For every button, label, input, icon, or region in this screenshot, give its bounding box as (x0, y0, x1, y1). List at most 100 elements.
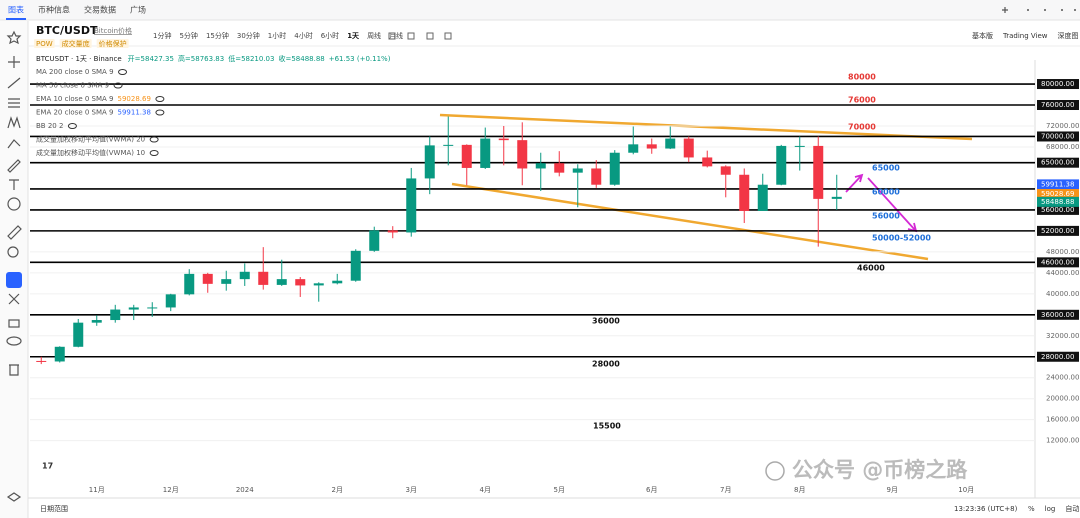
zoom-icon[interactable] (7, 246, 19, 258)
top-bar (0, 0, 1080, 20)
candle-body (369, 230, 380, 251)
candle-body (776, 145, 787, 185)
view-option[interactable]: 深度图 (1058, 31, 1079, 40)
fib-icon[interactable] (8, 98, 20, 108)
candle-body (517, 140, 528, 169)
candle-body (147, 307, 158, 309)
date-range[interactable]: 日期范围 (40, 504, 68, 513)
visibility-icon[interactable] (118, 69, 128, 75)
tag (59, 39, 92, 48)
tab[interactable]: 广场 (130, 5, 146, 15)
stay-drawing-icon[interactable] (8, 293, 20, 305)
candle-body (295, 279, 306, 286)
crosshair-icon[interactable] (8, 56, 20, 68)
y-tick-label: 12000.00 (1046, 437, 1079, 445)
interval[interactable]: 周线 (367, 31, 381, 40)
annotation: 56000 (872, 212, 900, 221)
tab[interactable]: 交易数据 (84, 5, 116, 15)
interval[interactable]: 15分钟 (206, 31, 229, 40)
toolbar-icon[interactable] (388, 32, 396, 40)
candle-body (757, 184, 768, 211)
symbol: BTC/USDT (36, 24, 98, 37)
hide-icon[interactable] (6, 336, 22, 346)
trash-icon[interactable] (9, 364, 19, 376)
scale-button[interactable]: log (1045, 505, 1056, 513)
view-option[interactable]: 基本版 (972, 31, 993, 40)
visibility-icon[interactable] (149, 150, 159, 156)
wechat-icon (765, 461, 785, 481)
interval[interactable]: 6小时 (321, 31, 339, 40)
candle-body (313, 283, 324, 286)
visibility-icon[interactable] (155, 109, 165, 116)
toolbar-icon[interactable] (426, 32, 434, 40)
tab[interactable]: 币种信息 (38, 5, 70, 15)
toolbar-icon[interactable] (407, 32, 415, 40)
emoji-icon[interactable] (7, 197, 21, 211)
x-tick-label: 10月 (958, 486, 974, 494)
visibility-icon[interactable] (67, 123, 77, 129)
candle-body (276, 279, 287, 285)
candle-body (73, 322, 84, 347)
interval[interactable]: 5分钟 (179, 31, 197, 40)
candle-body (258, 271, 269, 285)
brush-icon[interactable] (7, 159, 21, 173)
toolbar-icon[interactable] (444, 32, 452, 40)
text-icon[interactable] (9, 179, 19, 190)
magnet-icon[interactable] (6, 272, 22, 288)
trendline-icon[interactable] (7, 77, 21, 89)
watermark: 公众号 @币榜之路 (792, 458, 968, 482)
tab[interactable]: 图表 (8, 5, 24, 15)
interval[interactable]: 1小时 (268, 31, 286, 40)
level-tag (1037, 100, 1079, 111)
interval[interactable]: 1分钟 (153, 31, 171, 40)
indicator-value: 59028.69 (118, 95, 151, 103)
y-tick-label: 48000.00 (1046, 248, 1079, 256)
interval[interactable]: 30分钟 (237, 31, 260, 40)
candle-body (165, 294, 176, 308)
pattern-icon[interactable] (7, 116, 21, 129)
left-toolbar (0, 21, 28, 518)
dot-icon[interactable] (1061, 9, 1063, 11)
visibility-icon[interactable] (155, 96, 165, 102)
dot-icon[interactable] (1044, 9, 1046, 11)
plot (30, 83, 1035, 442)
add-icon[interactable] (1002, 7, 1008, 13)
lock-icon[interactable] (8, 319, 20, 328)
indicator-label: MA 50 close 0 SMA 9 (36, 82, 109, 90)
projection-icon[interactable] (7, 139, 21, 149)
x-tick-label: 5月 (554, 486, 565, 494)
favorite-icon[interactable] (6, 30, 22, 45)
level-label: 70000.00 (1041, 132, 1074, 140)
tv-logo: 17 (42, 462, 53, 471)
y-tick-label: 24000.00 (1046, 374, 1079, 382)
visibility-icon[interactable] (113, 82, 123, 89)
tag-label: 成交量庞 (62, 39, 90, 48)
dot-icon[interactable] (1027, 9, 1029, 11)
visibility-icon[interactable] (149, 136, 159, 143)
y-tick-label: 68000.00 (1046, 143, 1079, 151)
x-tick-label: 7月 (720, 486, 731, 494)
legend-change: +61.53 (+0.11%) (329, 55, 391, 63)
y-tick-label: 20000.00 (1046, 395, 1079, 403)
window-icons[interactable] (1002, 7, 1076, 13)
level-label: 80000.00 (1041, 80, 1074, 88)
tool-icons[interactable] (6, 30, 22, 502)
x-tick-label: 4月 (480, 486, 491, 494)
view-option[interactable]: Trading View (1002, 32, 1048, 40)
indicator-label: MA 200 close 0 SMA 9 (36, 68, 114, 76)
annotation: 60000 (872, 188, 900, 197)
candle-body (184, 273, 195, 295)
scale-button[interactable]: % (1028, 505, 1035, 513)
interval[interactable]: 月线 (389, 31, 403, 40)
annotation: 36000 (592, 317, 620, 326)
annotation: 15500 (593, 422, 621, 431)
price-tag-label: 58488.88 (1041, 198, 1074, 206)
interval[interactable]: 4小时 (294, 31, 312, 40)
scale-button[interactable]: 自动 (1065, 504, 1079, 513)
layers-icon[interactable] (6, 492, 22, 502)
indicator-value: 59911.38 (118, 109, 151, 117)
interval[interactable]: 1天 (347, 32, 360, 40)
ruler-icon[interactable] (7, 225, 22, 240)
dot-icon[interactable] (1074, 9, 1076, 11)
